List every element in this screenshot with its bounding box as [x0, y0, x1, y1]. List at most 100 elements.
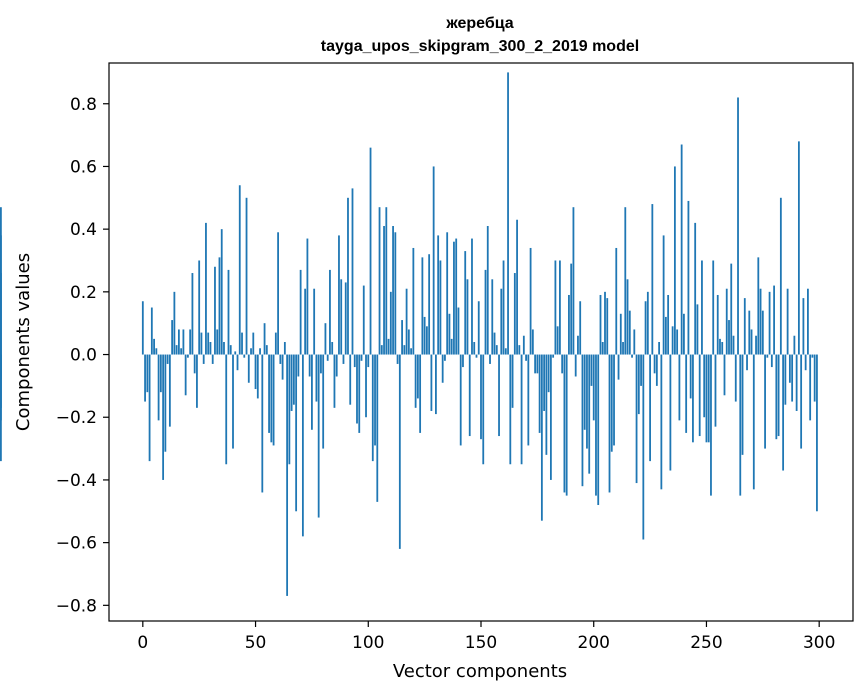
bar [701, 260, 703, 355]
bar [256, 354, 259, 399]
bar [211, 354, 214, 364]
bar [180, 348, 183, 355]
bar [365, 354, 367, 418]
bar [635, 354, 638, 484]
bar [547, 354, 550, 393]
x-tick-label: 250 [690, 633, 722, 653]
bar [335, 354, 338, 377]
bar [279, 354, 282, 364]
bar [403, 345, 406, 355]
bar [362, 285, 365, 355]
bar [590, 354, 593, 386]
bar [157, 354, 160, 421]
bar [761, 310, 764, 355]
bar [419, 354, 422, 433]
bar [374, 354, 376, 446]
bar [676, 329, 679, 355]
bar [202, 354, 205, 364]
bar [619, 313, 622, 355]
bar [459, 354, 462, 446]
bar [529, 247, 532, 355]
bar [232, 354, 234, 449]
bar [150, 307, 153, 355]
bar [141, 301, 144, 355]
bar [518, 345, 521, 355]
bar [633, 329, 636, 355]
bar [502, 260, 505, 355]
bar [714, 354, 717, 427]
bar [540, 354, 543, 521]
bar [583, 354, 586, 430]
bar [360, 354, 363, 361]
bar [725, 288, 728, 355]
bar [669, 354, 672, 471]
chart-title: жеребца [445, 15, 513, 32]
bar [164, 354, 167, 452]
bar [389, 291, 392, 355]
bar [462, 354, 464, 368]
bar [311, 354, 313, 430]
bar [482, 354, 485, 465]
bar [520, 354, 523, 465]
bar [800, 354, 803, 449]
bar [797, 141, 800, 355]
bar [568, 294, 570, 355]
bar [207, 332, 210, 355]
x-tick-label: 0 [137, 633, 148, 653]
bar [446, 232, 449, 355]
bar [243, 354, 246, 358]
bar [205, 222, 207, 355]
bar [153, 338, 155, 355]
bar [640, 354, 642, 386]
x-tick-label: 300 [803, 633, 835, 653]
bar [448, 313, 451, 355]
bar [227, 269, 230, 355]
bar [572, 207, 575, 355]
bar [338, 235, 340, 355]
bar [263, 323, 266, 355]
bar [261, 354, 264, 493]
bar [238, 185, 241, 355]
bar [214, 266, 216, 355]
bar [162, 354, 165, 480]
bar [486, 226, 489, 355]
bar [752, 354, 755, 490]
bar [599, 294, 602, 355]
y-tick-label: −0.2 [56, 408, 97, 428]
bar [592, 354, 595, 421]
bar [241, 332, 243, 355]
bar [734, 354, 737, 402]
bar [595, 354, 597, 496]
bar [604, 291, 606, 355]
bar [802, 298, 805, 355]
bar [766, 354, 769, 358]
bar [444, 354, 446, 361]
bar [435, 354, 437, 415]
bar [477, 301, 480, 355]
bar [277, 232, 279, 355]
bar [473, 342, 476, 355]
x-tick-label: 150 [465, 633, 497, 653]
bar [743, 298, 746, 355]
bar [173, 291, 176, 355]
bar [297, 354, 300, 377]
bar [703, 354, 706, 418]
bar [664, 316, 667, 355]
bar [615, 247, 618, 355]
bar [274, 332, 277, 355]
bar [606, 298, 609, 355]
bar [396, 354, 399, 364]
bar [225, 354, 228, 465]
bar [468, 354, 471, 437]
x-tick-label: 200 [578, 633, 610, 653]
bar [171, 320, 174, 355]
bar [484, 269, 487, 355]
bar [516, 219, 518, 355]
bar [522, 335, 525, 355]
y-tick-label: −0.4 [56, 471, 97, 491]
bar [234, 351, 237, 355]
bar [464, 251, 467, 355]
bar [773, 285, 775, 355]
bar [759, 288, 762, 355]
